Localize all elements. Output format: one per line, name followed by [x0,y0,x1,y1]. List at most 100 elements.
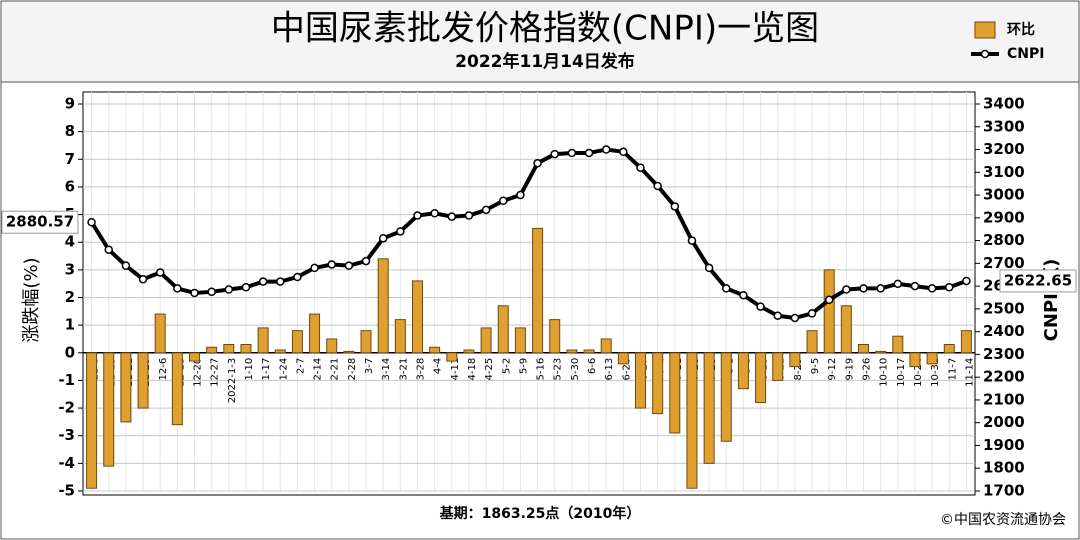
bar [343,350,355,354]
cnpi-point [842,285,851,294]
cnpi-point [481,205,491,215]
cnpi-point [910,281,920,291]
y2-tick-label: 2800 [983,231,1025,249]
x-tick-label: 4-18 [467,358,478,381]
bar [737,352,749,390]
x-tick-label: 5-30 [570,358,581,381]
cnpi-point [687,236,697,245]
cnpi-point [584,148,594,158]
cnpi-point [619,147,628,157]
cnpi-point [533,158,542,168]
x-tick-label: 5-9 [518,358,529,374]
bar [755,352,767,404]
x-tick-label: 9-5 [810,358,821,374]
bar [583,349,595,354]
x-tick-label: 2022-1-3 [227,358,238,403]
y2-tick-label: 2200 [983,368,1025,386]
cnpi-point [807,309,817,318]
bar [789,352,801,368]
bar [377,258,389,354]
y2-tick-label: 1800 [983,459,1025,477]
bar [840,305,852,354]
x-tick-label: 6-13 [604,358,615,381]
cnpi-point [722,284,731,293]
x-tick-label: 3-28 [416,358,427,381]
x-tick-label: 2-14 [313,358,324,381]
bar [103,352,115,467]
cnpi-line [89,147,968,320]
cnpi-point [704,263,714,273]
cnpi-point [121,261,131,270]
x-tick-label: 12-6 [158,358,169,381]
x-tick-label: 12-20 [193,358,204,387]
bar [823,269,835,354]
cnpi-point [653,181,662,191]
cnpi-point [670,202,680,211]
cnpi-point [155,268,165,277]
x-tick-label: 10-24 [913,358,924,387]
cnpi-point [464,211,474,220]
source: ©中国农资流通协会 [940,512,1066,528]
cnpi-point [224,285,234,294]
x-tick-label: 2-7 [295,358,306,374]
y2-tick-label: 2100 [983,390,1025,408]
y2-tick-label: 2500 [983,299,1025,317]
cnpi-point [190,288,199,298]
bar [86,352,98,489]
x-tick-label: 5-2 [501,358,512,374]
y-tick-label: 7 [65,150,75,168]
x-tick-label: 9-12 [827,358,838,381]
bar [480,327,492,354]
bar [858,343,869,354]
cnpi-point [258,277,268,286]
cnpi-point [276,277,285,286]
y-tick-label: 3 [65,260,75,278]
y-tick-label: -5 [58,482,75,500]
cnpi-point [756,302,765,311]
y-tick-label: 0 [65,343,75,361]
bar [772,352,784,381]
x-tick-label: 4-4 [433,358,444,374]
bar [703,352,715,464]
cnpi-point [790,313,800,323]
x-tick-label: 11-14 [964,358,975,387]
chart-title: 中国尿素批发价格指数(CNPI)一览图 [271,9,819,49]
value-label-box [999,269,1077,293]
bar [394,319,406,354]
x-tick-label: 10-31 [930,358,941,387]
cnpi-point [927,284,937,293]
bar [686,352,698,489]
bar [274,349,286,354]
bar [514,327,526,354]
y2-tick-label: 2700 [983,254,1025,272]
legend-point [980,49,990,59]
bar [120,352,132,423]
y-tick-label: 8 [65,122,75,140]
x-tick-label: 3-21 [398,358,409,381]
bar [652,352,664,415]
y-tick-label: 9 [65,95,75,113]
x-tick-label: 9-26 [862,358,873,381]
value-label: 2622.65 [1004,271,1072,289]
cnpi-point [962,276,971,286]
bar [412,280,423,354]
x-tick-label: 5-23 [553,358,564,381]
bar [171,352,183,426]
cnpi-point [327,260,336,269]
bar [600,338,612,354]
cnpi-point [138,275,148,284]
cnpi-point [447,212,457,221]
bar [635,352,646,409]
x-tick-label: 10-17 [896,358,907,387]
bar [446,352,458,362]
x-tick-label: 1-24 [278,358,289,381]
bar [137,352,149,409]
y-tick-label: -4 [58,454,75,472]
x-tick-label: 10-10 [879,358,890,387]
cnpi-point [893,279,903,289]
bar [720,352,732,442]
bar [926,352,938,365]
legend-label: CNPI [1007,46,1044,62]
bar [532,227,544,354]
y2-tick-label: 3100 [983,163,1025,181]
